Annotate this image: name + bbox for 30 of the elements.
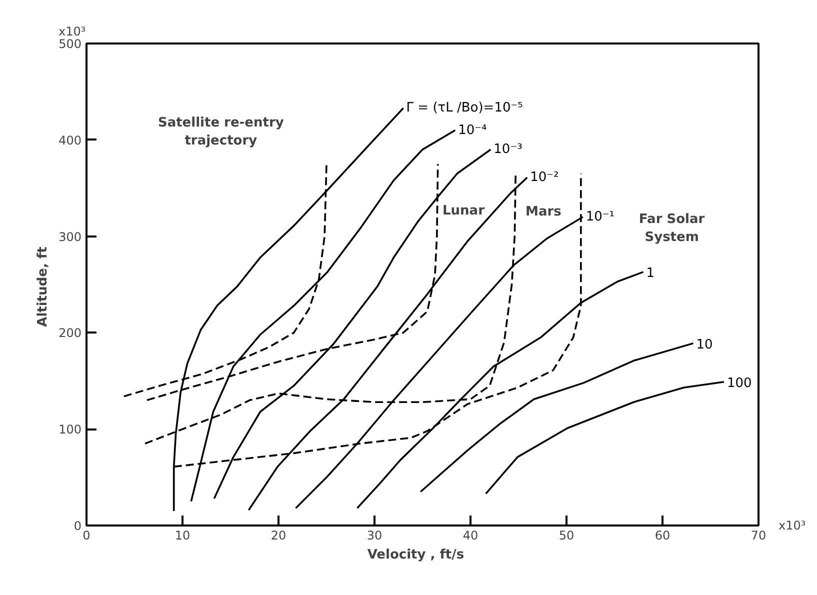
y-tick-label: 400 — [58, 133, 82, 148]
x-tick-label: 10 — [174, 528, 190, 542]
series-label: 100 — [726, 376, 752, 391]
y-axis-title: Altitude, ft — [36, 246, 51, 327]
series-label: 10 — [696, 337, 713, 352]
x-tick-label: 40 — [462, 528, 478, 542]
series-label: 10⁻¹ — [586, 210, 614, 225]
x-tick-label: 20 — [270, 528, 286, 542]
annotation: Satellite re-entry trajectory — [158, 116, 284, 149]
x-axis-title: Velocity , ft/s — [367, 548, 464, 562]
y-tick-label: 0 — [74, 519, 82, 533]
x-tick-label: 0 — [82, 528, 90, 542]
text: x10³ — [778, 518, 806, 532]
series-label: 10⁻² — [530, 170, 559, 185]
annotation: Far Solar System — [638, 212, 706, 246]
x-tick-label: 60 — [654, 528, 670, 542]
text: x10³ — [58, 24, 86, 38]
annotation: Lunar — [442, 204, 486, 219]
x-tick-label: 70 — [750, 528, 766, 542]
series-label: 1 — [646, 266, 655, 281]
y-tick-label: 300 — [58, 230, 82, 244]
y-tick-label: 100 — [58, 422, 82, 437]
y-tick-label: 500 — [58, 37, 82, 51]
series-label: 10⁻⁴ — [458, 122, 487, 138]
series-label: 10⁻³ — [494, 142, 522, 158]
x-tick-label: 50 — [558, 528, 574, 542]
x-tick-label: 30 — [366, 528, 382, 542]
annotation: Mars — [526, 204, 562, 220]
y-tick-label: 200 — [58, 326, 82, 340]
series-label: Γ = (τL /Bo)=10⁻⁵ — [406, 100, 523, 116]
